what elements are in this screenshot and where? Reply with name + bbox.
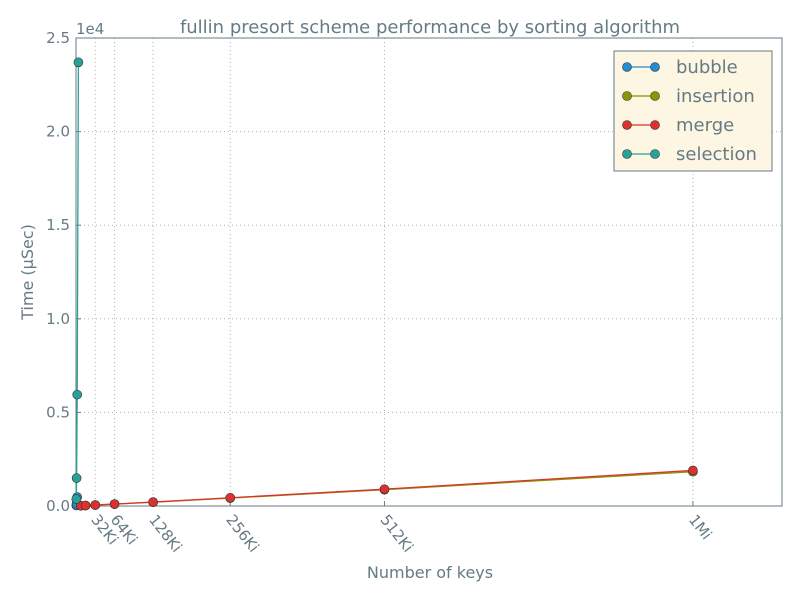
data-point	[71, 494, 82, 504]
x-axis-label: Number of keys	[367, 563, 493, 582]
data-point	[148, 497, 158, 507]
data-point	[72, 389, 83, 400]
data-point	[80, 500, 91, 511]
legend-label: bubble	[676, 57, 738, 78]
series-line	[75, 62, 80, 500]
data-point	[73, 57, 84, 68]
y-tick-label: 2.0	[46, 123, 70, 141]
data-point	[225, 492, 236, 503]
legend-marker	[650, 120, 660, 130]
chart-title: fullin presort scheme performance by sor…	[180, 17, 680, 38]
plot-frame	[75, 37, 783, 507]
y-axis-label: Time (μSec)	[18, 224, 37, 321]
y-tick-label: 0.5	[46, 403, 70, 421]
legend-label: merge	[676, 115, 734, 136]
y-tick-label: 2.5	[46, 29, 70, 47]
legend-marker	[622, 62, 632, 72]
y-offset-label: 1e4	[76, 20, 104, 38]
data-point	[688, 465, 698, 476]
legend-marker	[622, 149, 632, 159]
legend-box	[613, 50, 773, 172]
y-tick-label: 1.5	[46, 216, 70, 234]
legend-marker	[650, 62, 660, 72]
data-point	[90, 500, 101, 510]
y-tick-label: 1.0	[46, 310, 70, 328]
legend-marker	[622, 120, 632, 130]
legend-marker	[650, 149, 660, 159]
legend-marker	[622, 91, 632, 101]
y-tick-label: 0.0	[46, 497, 70, 515]
data-point	[71, 473, 82, 483]
legend-label: insertion	[676, 86, 755, 107]
data-point	[379, 484, 390, 494]
data-point	[109, 499, 120, 509]
legend-label: selection	[676, 144, 757, 165]
legend-marker	[650, 91, 660, 101]
